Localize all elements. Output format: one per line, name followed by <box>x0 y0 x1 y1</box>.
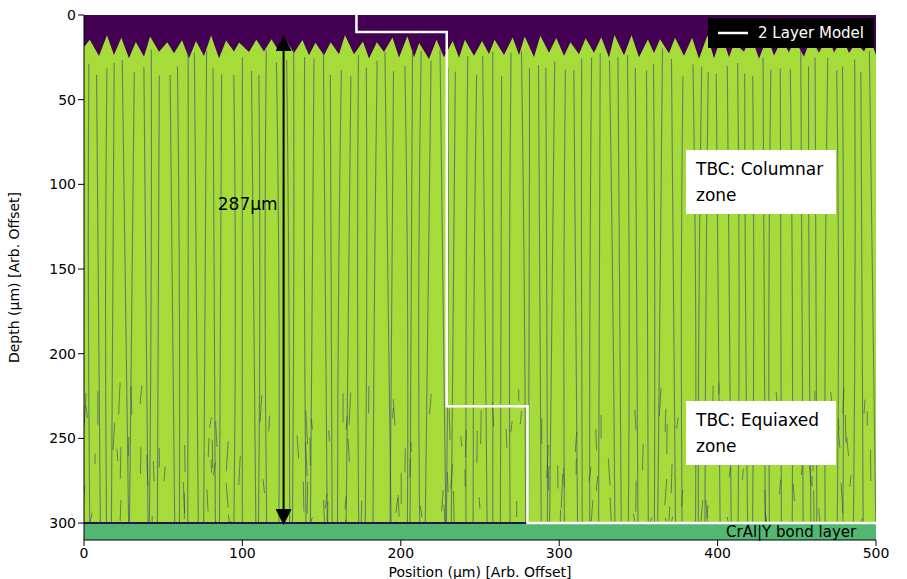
svg-text:100: 100 <box>49 176 76 192</box>
svg-text:250: 250 <box>49 430 76 446</box>
svg-text:500: 500 <box>863 545 890 561</box>
html-text:2 Layer Model: 2 Layer Model <box>758 24 864 42</box>
svg-text:200: 200 <box>387 545 414 561</box>
html-text:TBC: Equiaxed zone: TBC: Equiaxed zone <box>696 410 819 457</box>
html-text:TBC: Columnar zone: TBC: Columnar zone <box>696 159 824 206</box>
svg-text:Depth (µm) [Arb. Offset]: Depth (µm) [Arb. Offset] <box>6 192 22 363</box>
svg-text:400: 400 <box>704 545 731 561</box>
svg-text:100: 100 <box>229 545 256 561</box>
svg-text:287µm: 287µm <box>218 194 278 214</box>
svg-text:150: 150 <box>49 261 76 277</box>
svg-text:0: 0 <box>80 545 89 561</box>
svg-text:200: 200 <box>49 346 76 362</box>
svg-text:300: 300 <box>546 545 573 561</box>
svg-text:300: 300 <box>49 515 76 531</box>
html-text:CrAl|Y bond layer: CrAl|Y bond layer <box>726 522 857 541</box>
svg-text:50: 50 <box>58 92 76 108</box>
svg-text:0: 0 <box>67 7 76 23</box>
svg-text:Position (µm) [Arb. Offset]: Position (µm) [Arb. Offset] <box>389 564 572 579</box>
